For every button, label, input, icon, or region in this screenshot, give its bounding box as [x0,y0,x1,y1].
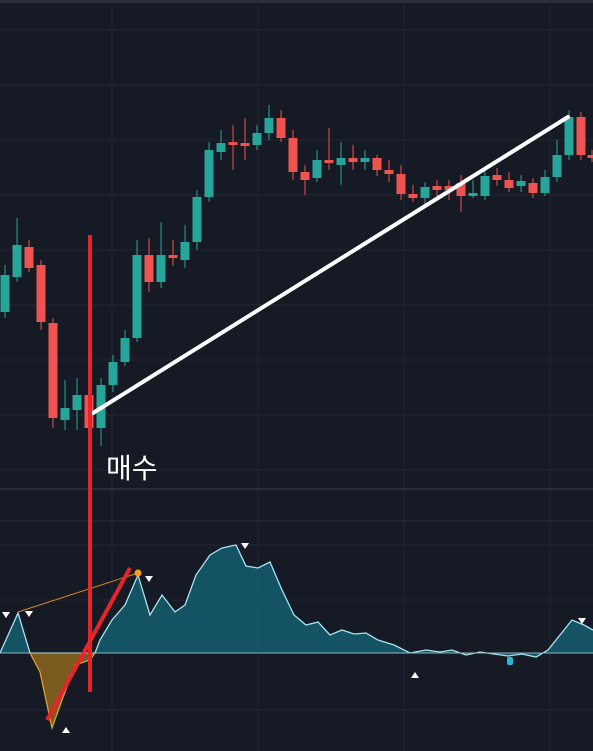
candle-body [587,155,593,158]
candle-body [216,143,226,152]
candle-body [0,275,10,312]
candle-body [564,117,574,155]
candle-body [288,138,298,172]
candle-body [276,118,286,138]
candle-body [444,186,454,190]
candle-body [48,323,58,418]
candle-body [384,170,394,174]
indicator-line [0,544,593,658]
candle-body [552,155,562,177]
candle-body [372,158,382,170]
candle-body [24,247,34,268]
candle-body [492,175,502,180]
candle-body [300,172,310,180]
candles [0,105,593,446]
candle-body [72,395,82,410]
candle-body [264,118,274,133]
candle-body [168,255,178,258]
candle-body [156,255,166,282]
divergence-line [17,572,139,613]
candle-body [528,183,538,193]
candle-body [432,186,442,190]
candle-body [240,143,250,146]
candle-body [180,242,190,260]
candle-body [396,174,406,194]
candle-body [516,181,526,186]
candle-body [120,338,130,362]
candle-body [468,193,478,196]
buy-trend-line [45,567,132,721]
candle-body [252,133,262,145]
candle-body [60,408,70,420]
signal-dot [507,657,513,665]
annotation: 매수 [106,452,158,485]
candle-body [540,177,550,193]
candle-body [36,265,46,322]
markers [2,543,586,733]
candle-body [360,158,370,162]
signal-dot [134,569,142,577]
candle-body [144,255,154,282]
candle-body [408,194,418,198]
candle-body [456,183,466,196]
candle-body [324,160,334,163]
candle-body [504,180,514,188]
trend-line [91,115,570,415]
candle-body [204,150,214,197]
top-bar [0,0,593,3]
candle-body [576,117,586,155]
candle-body [480,176,490,196]
candle-body [336,158,346,165]
candle-body [192,197,202,242]
candle-body [12,245,22,277]
indicator-area [0,545,593,657]
candle-body [420,187,430,198]
candle-body [312,160,322,178]
candle-body [228,142,238,145]
candle-body [132,255,142,338]
candle-body [108,362,118,385]
candle-body [348,158,358,162]
